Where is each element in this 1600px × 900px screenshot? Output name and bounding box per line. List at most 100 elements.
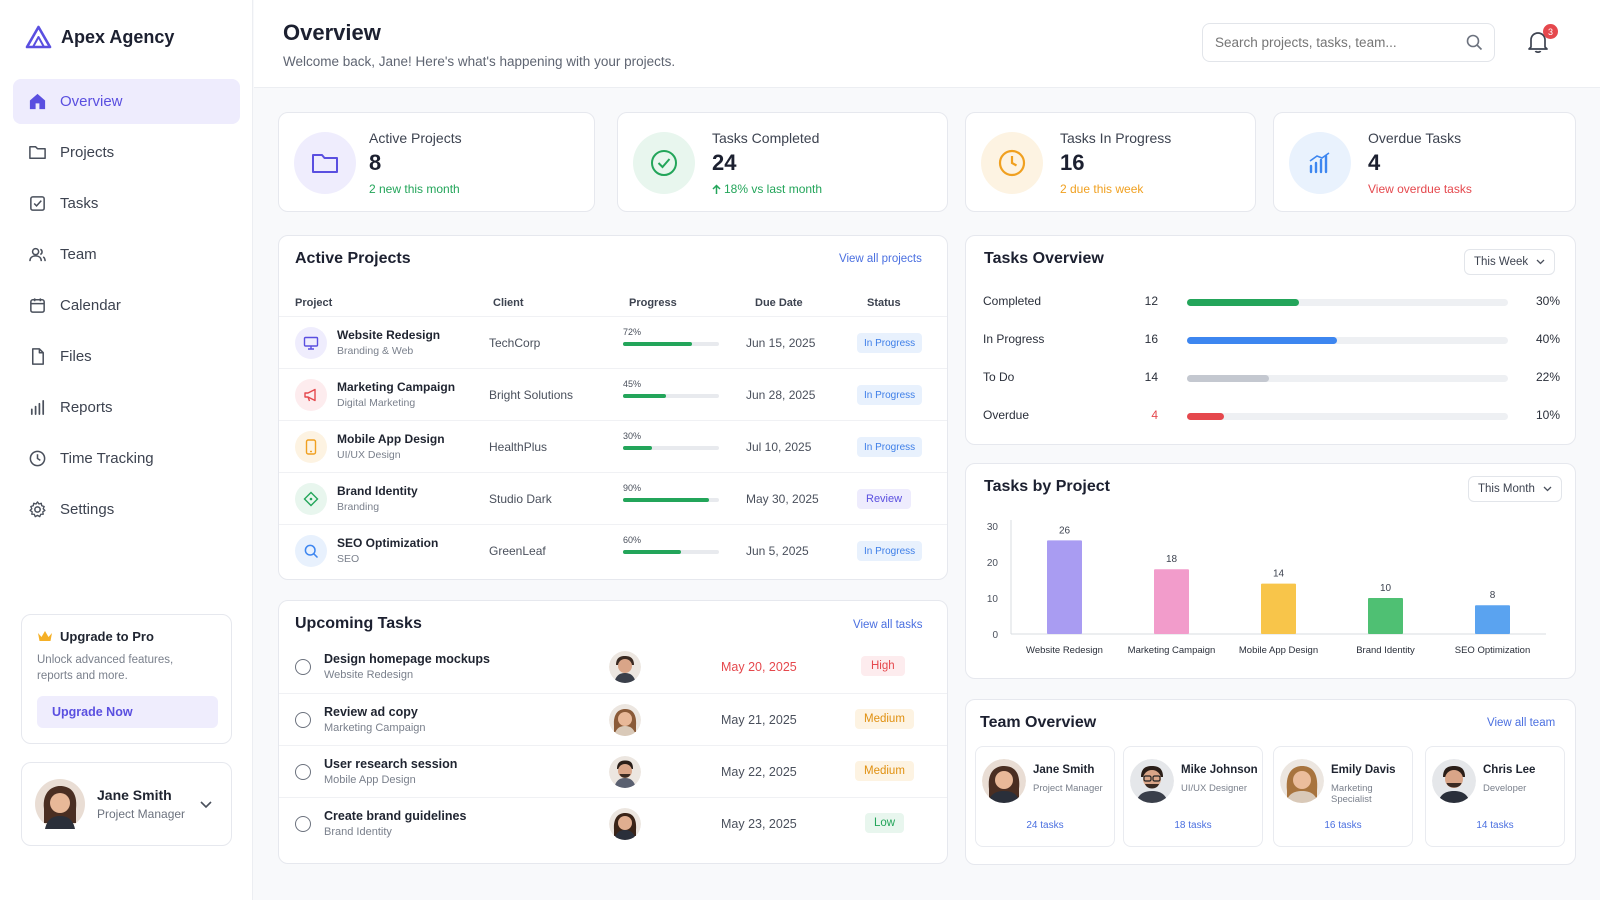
project-name[interactable]: Brand Identity (337, 484, 418, 498)
project-name[interactable]: Website Redesign (337, 328, 441, 342)
column-header: Project (295, 297, 333, 309)
stat-label: Active Projects (369, 130, 462, 146)
active-projects-card: Active Projects View all projects Projec… (278, 235, 948, 580)
diamond-icon (303, 491, 319, 507)
overview-bar-fill (1187, 413, 1225, 420)
member-task-count[interactable]: 24 tasks (1026, 820, 1064, 831)
section-title: Active Projects (295, 250, 411, 267)
project-category: UI/UX Design (337, 449, 401, 461)
project-name[interactable]: SEO Optimization (337, 536, 439, 550)
task-checkbox[interactable] (295, 659, 311, 675)
project-name[interactable]: Marketing Campaign (337, 380, 456, 394)
overview-row: To Do 14 22% (983, 370, 1560, 390)
task-row[interactable]: Review ad copy Marketing Campaign May 21… (279, 693, 947, 745)
member-task-count[interactable]: 16 tasks (1324, 820, 1362, 831)
task-due-date: May 22, 2025 (721, 765, 797, 779)
stat-icon-wrap (633, 132, 695, 194)
project-client: HealthPlus (489, 440, 548, 454)
task-due-date: May 23, 2025 (721, 817, 797, 831)
team-member-card[interactable]: Emily Davis Marketing Specialist 16 task… (1273, 746, 1413, 847)
sidebar-item-projects[interactable]: Projects (13, 130, 240, 175)
table-row[interactable]: Brand Identity Branding Studio Dark 90% … (279, 472, 947, 524)
view-all-tasks-link[interactable]: View all tasks (853, 619, 923, 631)
sidebar-item-time-tracking[interactable]: Time Tracking (13, 436, 240, 481)
app-logo[interactable]: Apex Agency (25, 25, 174, 49)
time-range-select[interactable]: This Month (1468, 476, 1562, 502)
checkbox-icon (30, 196, 45, 211)
task-checkbox[interactable] (295, 816, 311, 832)
project-icon-wrap (295, 327, 327, 359)
table-row[interactable]: Mobile App Design UI/UX Design HealthPlu… (279, 420, 947, 472)
user-profile[interactable]: Jane Smith Project Manager (21, 762, 232, 846)
folder-icon (312, 154, 338, 173)
calendar-icon (30, 298, 45, 313)
column-header: Status (867, 297, 901, 309)
task-row[interactable]: Design homepage mockups Website Redesign… (279, 641, 947, 693)
team-member-card[interactable]: Chris Lee Developer 14 tasks (1425, 746, 1565, 847)
table-row[interactable]: Website Redesign Branding & Web TechCorp… (279, 316, 947, 368)
bar-value-label: 14 (1273, 569, 1285, 580)
view-all-projects-link[interactable]: View all projects (839, 253, 922, 265)
overview-label: Overdue (983, 408, 1030, 422)
bar-value-label: 10 (1380, 583, 1392, 594)
overview-bar (1187, 299, 1508, 306)
sidebar-item-label: Reports (60, 399, 113, 416)
task-row[interactable]: Create brand guidelines Brand Identity M… (279, 797, 947, 849)
sidebar: Apex Agency Overview Projects Tasks Team… (0, 0, 253, 900)
stat-card-tasks-completed[interactable]: Tasks Completed 24 18% vs last month (617, 112, 948, 212)
bar (1154, 569, 1189, 634)
time-range-select[interactable]: This Week (1464, 249, 1556, 275)
stat-card-tasks-in-progress[interactable]: Tasks In Progress 16 2 due this week (965, 112, 1256, 212)
progress-label: 90% (623, 483, 642, 493)
search-icon[interactable] (1466, 34, 1483, 51)
stat-value: 8 (369, 150, 382, 175)
member-task-count[interactable]: 18 tasks (1174, 820, 1212, 831)
member-role: Marketing Specialist (1331, 783, 1373, 805)
overview-count: 16 (1144, 332, 1158, 346)
overview-label: Completed (983, 294, 1042, 308)
upgrade-now-button[interactable]: Upgrade Now (37, 696, 218, 728)
team-member-card[interactable]: Mike Johnson UI/UX Designer 18 tasks (1123, 746, 1263, 847)
bar-value-label: 18 (1166, 554, 1178, 565)
view-all-team-link[interactable]: View all team (1487, 717, 1556, 729)
logo-icon (25, 25, 52, 49)
bar (1368, 598, 1403, 634)
overview-bar-fill (1187, 299, 1300, 306)
sidebar-item-overview[interactable]: Overview (13, 79, 240, 124)
search-input[interactable] (1202, 23, 1495, 62)
status-badge: In Progress (857, 333, 923, 353)
stat-card-active-projects[interactable]: Active Projects 8 2 new this month (278, 112, 595, 212)
table-row[interactable]: Marketing Campaign Digital Marketing Bri… (279, 368, 947, 420)
task-checkbox[interactable] (295, 712, 311, 728)
overview-percent: 30% (1535, 294, 1560, 308)
assignee-avatar (609, 651, 641, 683)
stat-card-overdue-tasks[interactable]: Overdue Tasks 4 View overdue tasks (1273, 112, 1576, 212)
sidebar-item-calendar[interactable]: Calendar (13, 283, 240, 328)
upcoming-tasks-card: Upcoming Tasks View all tasks Design hom… (278, 600, 948, 864)
bell-icon[interactable] (1527, 30, 1549, 54)
member-role: UI/UX Designer (1181, 783, 1247, 794)
table-row[interactable]: SEO Optimization SEO GreenLeaf 60% Jun 5… (279, 524, 947, 576)
sidebar-item-settings[interactable]: Settings (13, 487, 240, 532)
member-task-count[interactable]: 14 tasks (1476, 820, 1514, 831)
sidebar-item-files[interactable]: Files (13, 334, 240, 379)
task-checkbox[interactable] (295, 764, 311, 780)
team-member-card[interactable]: Jane Smith Project Manager 24 tasks (975, 746, 1115, 847)
task-name: Create brand guidelines (324, 809, 467, 823)
project-due-date: Jun 5, 2025 (746, 544, 809, 558)
project-category: Digital Marketing (337, 397, 416, 409)
tasks-by-project-card: Tasks by Project This Month 30 20 10 0 26 Web… (965, 463, 1576, 679)
task-row[interactable]: User research session Mobile App Design … (279, 745, 947, 797)
sidebar-item-team[interactable]: Team (13, 232, 240, 277)
sidebar-item-reports[interactable]: Reports (13, 385, 240, 430)
project-name[interactable]: Mobile App Design (337, 432, 445, 446)
upgrade-description: Unlock advanced features, reports and mo… (37, 652, 216, 684)
sidebar-item-label: Team (60, 246, 97, 263)
progress-label: 30% (623, 431, 642, 441)
section-title: Tasks by Project (984, 478, 1110, 495)
view-overdue-tasks-link[interactable]: View overdue tasks (1368, 182, 1472, 196)
stat-note-row: 18% vs last month (712, 182, 822, 196)
page-title: Overview (283, 20, 381, 45)
chevron-down-icon[interactable] (200, 801, 212, 809)
sidebar-item-tasks[interactable]: Tasks (13, 181, 240, 226)
